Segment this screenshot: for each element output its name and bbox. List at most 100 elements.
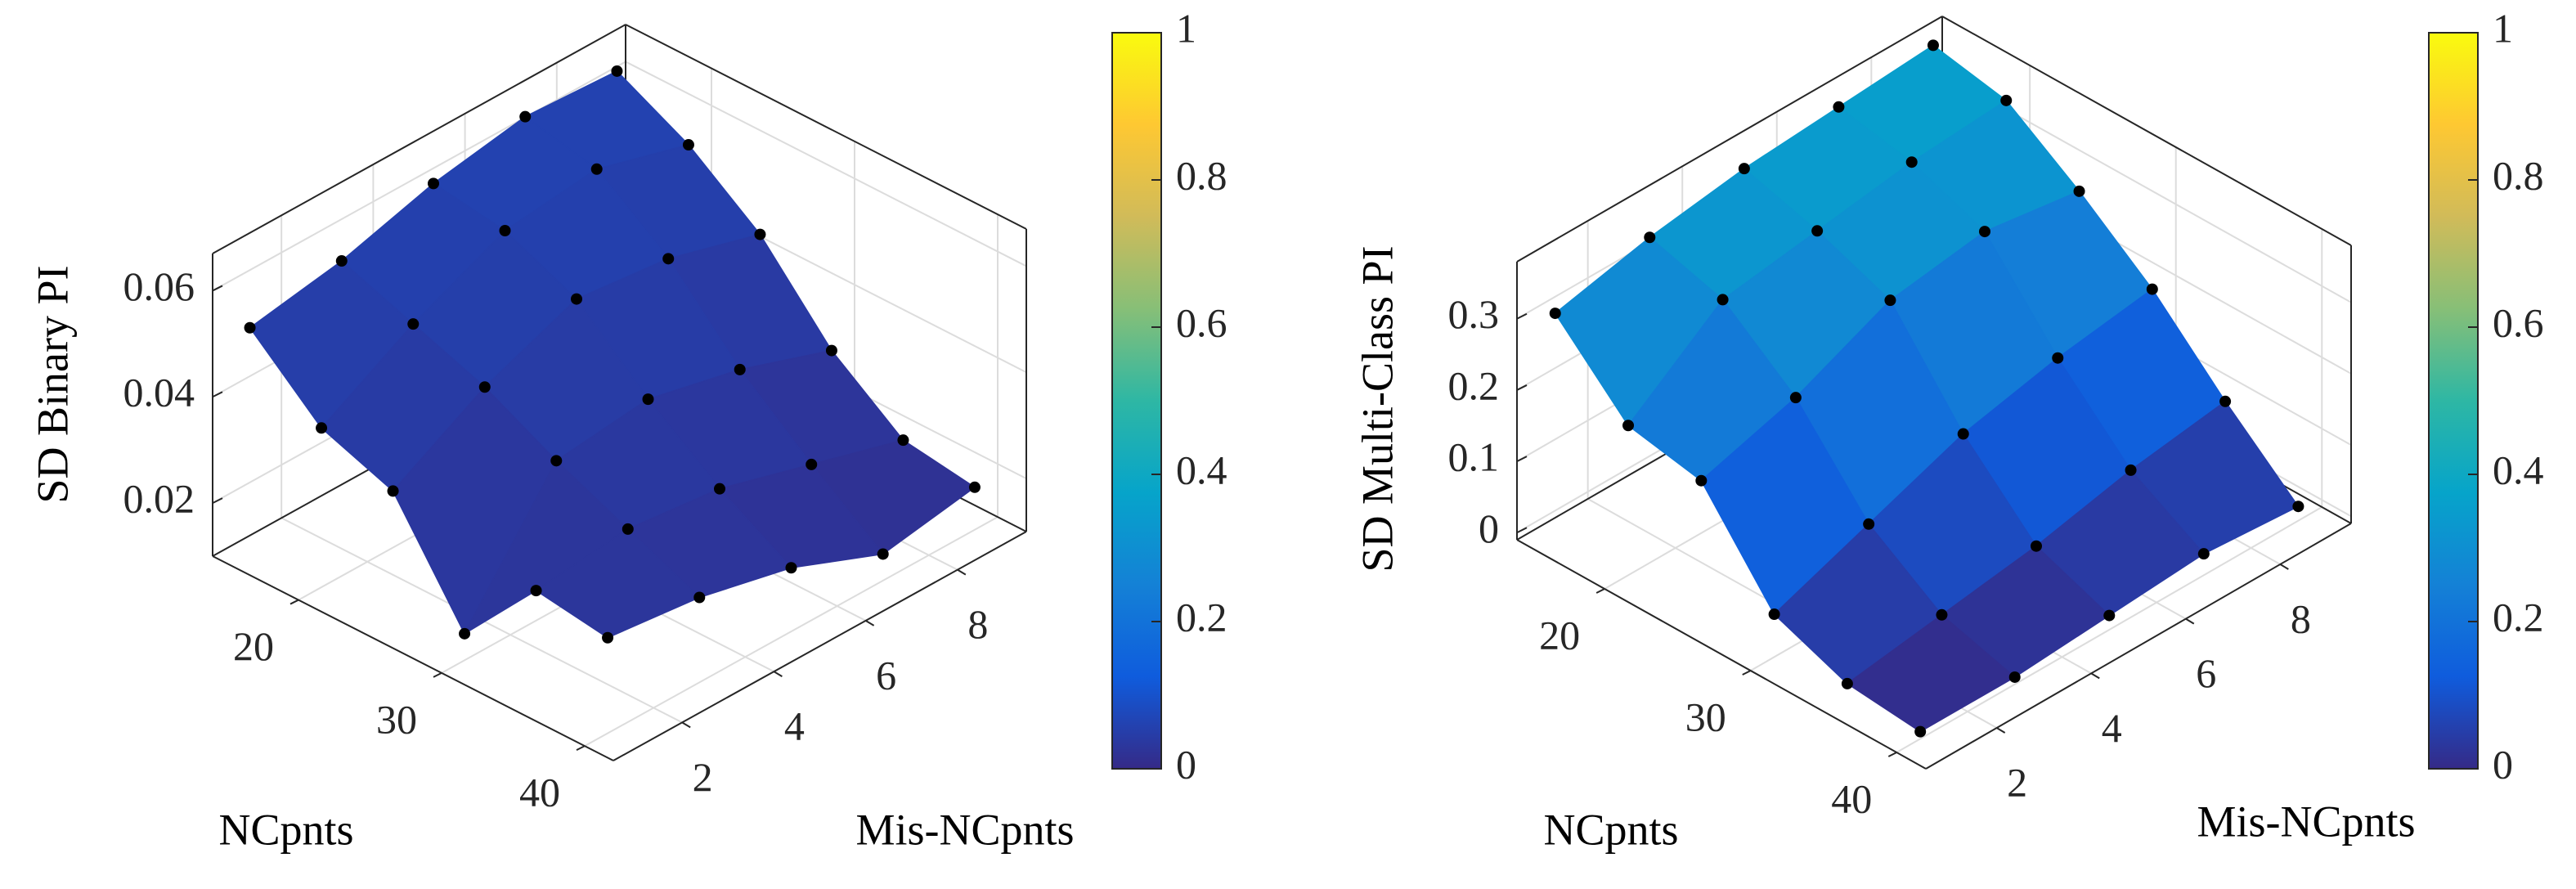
colorbar-tick-label: 1 (1176, 5, 1196, 51)
box-edge (1941, 16, 2352, 246)
data-point (2000, 94, 2013, 106)
data-point (387, 485, 399, 497)
data-point (1978, 226, 1990, 238)
colorbar-tick-label: 0 (1176, 741, 1196, 787)
data-point (1811, 225, 1824, 237)
data-point (693, 591, 706, 604)
data-point (2146, 283, 2158, 295)
x-tick-label: 20 (1539, 612, 1580, 658)
data-point (1789, 392, 1802, 404)
y-tick (2279, 563, 2289, 570)
x-tick (576, 745, 586, 752)
box-edge (1516, 16, 1943, 263)
y-tick (865, 620, 875, 626)
data-point (1695, 474, 1708, 487)
y-tick-label: 4 (784, 703, 805, 749)
data-point (2073, 185, 2085, 197)
box-edge (212, 555, 614, 761)
x-tick (1887, 752, 1897, 757)
data-point (2103, 609, 2116, 622)
y-tick-label: 8 (967, 601, 988, 647)
y-tick-label: 4 (2102, 705, 2122, 751)
x-tick (433, 671, 442, 678)
z-tick (212, 285, 223, 292)
z-tick-label: 0 (1479, 505, 1499, 551)
box-edge (625, 24, 1027, 230)
colorbar-tick-label: 0.4 (1176, 447, 1227, 492)
x-axis-label: NCpnts (1543, 805, 1678, 854)
x-tick (289, 599, 299, 605)
data-point (2292, 501, 2304, 513)
y-tick-label: 2 (693, 754, 713, 800)
z-tick-label: 0.1 (1448, 434, 1500, 480)
colorbar-tick-label: 0.8 (1176, 152, 1227, 198)
data-point (642, 393, 654, 406)
y-tick (2090, 672, 2100, 680)
y-tick-label: 6 (2196, 650, 2216, 696)
y-tick-label: 2 (2007, 759, 2027, 805)
data-point (244, 321, 256, 334)
data-point (1936, 608, 1948, 621)
data-point (1549, 308, 1561, 320)
data-point (1644, 231, 1656, 244)
x-axis-label: NCpnts (218, 805, 353, 854)
z-tick (212, 391, 223, 398)
data-point (1622, 420, 1635, 432)
data-point (968, 481, 981, 493)
data-point (1884, 294, 1896, 307)
data-point (459, 627, 471, 640)
data-point (662, 253, 675, 265)
z-tick (1516, 384, 1528, 391)
y-tick (681, 721, 691, 729)
x-tick-label: 30 (1685, 694, 1726, 739)
data-point (2125, 464, 2137, 476)
grid-line (212, 61, 626, 292)
data-point (478, 381, 491, 393)
data-point (611, 65, 623, 77)
data-point (1863, 518, 1875, 530)
data-point (335, 255, 348, 267)
colorbar-tick-label: 0.6 (2493, 299, 2544, 345)
z-axis-label: SD Binary PI (28, 265, 77, 503)
y-tick (957, 568, 967, 576)
z-tick (1516, 312, 1528, 320)
data-point (2031, 540, 2042, 552)
data-point (571, 293, 582, 305)
x-tick-label: 20 (233, 623, 274, 669)
data-point (1957, 428, 1969, 440)
colorbar-tick-label: 0 (2493, 741, 2513, 787)
data-point (316, 422, 328, 434)
data-point (682, 139, 694, 151)
data-point (1927, 39, 1939, 52)
data-point (785, 562, 797, 574)
box-edge (212, 24, 626, 254)
data-point (519, 110, 532, 123)
z-tick-label: 0.06 (123, 263, 195, 309)
y-tick (1996, 727, 2006, 734)
x-tick-label: 40 (1831, 775, 1872, 821)
data-point (1833, 101, 1845, 113)
data-point (806, 458, 818, 470)
data-point (622, 523, 634, 535)
data-point (590, 163, 603, 175)
y-tick (2185, 617, 2195, 625)
data-point (428, 177, 439, 190)
z-tick-label: 0.04 (123, 370, 195, 415)
data-point (2197, 548, 2210, 560)
z-tick (212, 497, 223, 504)
data-point (530, 585, 542, 597)
z-tick-label: 0.2 (1448, 362, 1500, 408)
x-tick (1742, 670, 1752, 676)
x-tick (1595, 588, 1605, 594)
data-point (825, 344, 837, 357)
y-tick (773, 671, 783, 677)
data-point (754, 228, 766, 240)
colorbar (2428, 32, 2479, 770)
y-tick-label: 8 (2291, 595, 2311, 641)
data-point (2052, 352, 2064, 364)
colorbar (1111, 32, 1162, 770)
colorbar-tick-label: 0.2 (2493, 594, 2544, 640)
data-point (1905, 156, 1918, 168)
colorbar-tick-label: 1 (2493, 5, 2513, 51)
